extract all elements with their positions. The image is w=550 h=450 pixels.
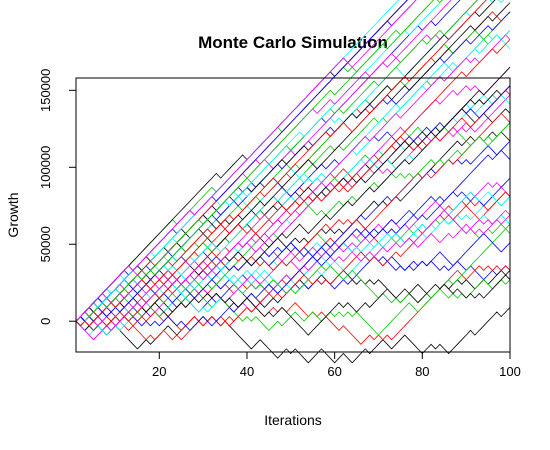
chart-title: Monte Carlo Simulation: [198, 33, 388, 52]
simulation-series-line: [75, 2, 511, 322]
simulation-series-line: [75, 219, 511, 327]
y-tick-label: 100000: [38, 146, 53, 189]
x-tick-label: 40: [240, 364, 254, 379]
x-tick-label: 80: [415, 364, 429, 379]
y-axis: 0 50000 100000 150000: [38, 69, 76, 325]
simulation-series-line: [75, 0, 443, 322]
x-axis: 20 40 60 80 100: [152, 352, 521, 379]
x-tick-label: 100: [499, 364, 521, 379]
simulation-series-line: [75, 39, 511, 327]
simulation-series-line: [75, 0, 487, 322]
x-axis-label: Iterations: [264, 412, 322, 428]
simulation-series-line: [75, 0, 417, 322]
y-axis-label: Growth: [5, 192, 21, 237]
simulation-series-line: [75, 307, 511, 364]
simulation-series-line: [75, 94, 511, 341]
simulation-series-line: [75, 177, 511, 331]
x-tick-label: 60: [327, 364, 341, 379]
series-lines: [75, 0, 511, 364]
plot-frame: [75, 77, 511, 353]
y-tick-label: 50000: [38, 226, 53, 262]
simulation-series-line: [75, 265, 511, 331]
simulation-series-line: [75, 131, 511, 322]
y-tick-label: 150000: [38, 69, 53, 112]
x-tick-label: 20: [152, 364, 166, 379]
y-tick-label: 0: [38, 318, 53, 325]
simulation-series-line: [75, 242, 511, 336]
